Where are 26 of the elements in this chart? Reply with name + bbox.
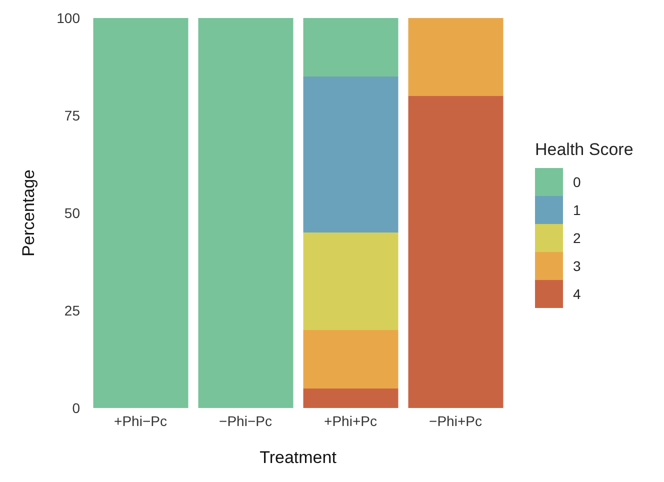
bar <box>303 18 398 76</box>
bar <box>303 76 398 232</box>
legend-title: Health Score <box>535 140 634 160</box>
y-tick-label: 25 <box>64 302 80 318</box>
legend-label: 0 <box>573 174 581 190</box>
bar <box>93 18 188 408</box>
legend-label: 3 <box>573 258 581 274</box>
y-tick-label: 100 <box>56 10 80 26</box>
bar <box>408 96 504 408</box>
y-tick-label: 50 <box>64 204 80 221</box>
x-tick-label: +Phi+Pc <box>324 412 377 429</box>
legend-label: 1 <box>573 202 581 218</box>
x-tick-label: −Phi−Pc <box>219 412 272 429</box>
y-tick-label: 0 <box>72 400 80 416</box>
bar <box>303 388 398 408</box>
legend-label: 2 <box>573 230 581 246</box>
y-tick-label: 75 <box>64 107 80 124</box>
legend-label: 4 <box>573 286 581 302</box>
bar <box>303 330 398 388</box>
y-axis-title: Percentage <box>19 170 38 256</box>
x-axis-title: Treatment <box>260 448 337 467</box>
bar <box>303 232 398 330</box>
bar <box>408 18 504 96</box>
bar <box>198 18 294 408</box>
x-tick-label: +Phi−Pc <box>114 412 167 429</box>
x-tick-label: −Phi+Pc <box>429 412 482 429</box>
